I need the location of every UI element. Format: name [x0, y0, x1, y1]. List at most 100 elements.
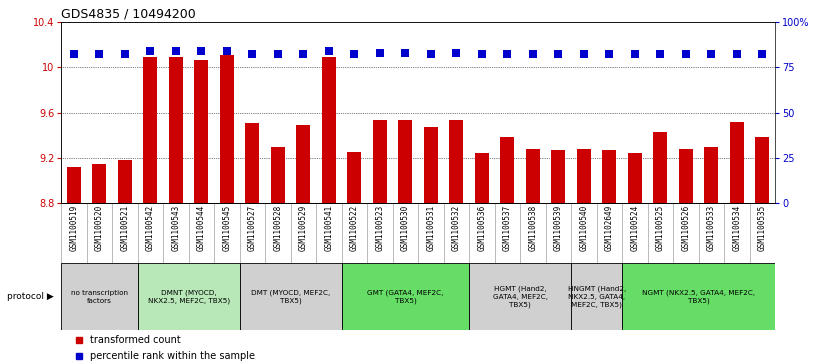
Point: [246, 52, 259, 57]
Text: GSM1100537: GSM1100537: [503, 204, 512, 251]
Bar: [67, 167, 81, 203]
Bar: [144, 57, 157, 203]
Text: GMT (GATA4, MEF2C,
TBX5): GMT (GATA4, MEF2C, TBX5): [367, 290, 444, 304]
Bar: [704, 147, 718, 203]
Bar: [424, 127, 438, 203]
Point: [322, 48, 335, 54]
Point: [348, 52, 361, 57]
Point: [399, 50, 412, 56]
Point: [603, 52, 616, 57]
Text: GSM1100539: GSM1100539: [554, 204, 563, 251]
Point: [450, 50, 463, 56]
Point: [220, 48, 233, 54]
Point: [705, 52, 718, 57]
Text: protocol ▶: protocol ▶: [7, 292, 54, 301]
Bar: [654, 132, 667, 203]
Bar: [577, 149, 591, 203]
Point: [756, 52, 769, 57]
Point: [578, 52, 591, 57]
Text: transformed count: transformed count: [90, 335, 180, 345]
Bar: [240, 263, 342, 330]
Bar: [118, 160, 132, 203]
Point: [144, 48, 157, 54]
Bar: [220, 55, 234, 203]
Bar: [322, 57, 336, 203]
Point: [476, 52, 489, 57]
Text: GSM1100523: GSM1100523: [375, 204, 384, 251]
Text: GSM1100538: GSM1100538: [529, 204, 538, 251]
Text: GSM1100542: GSM1100542: [146, 204, 155, 251]
Point: [118, 52, 131, 57]
Text: GSM1100527: GSM1100527: [248, 204, 257, 251]
Bar: [526, 149, 540, 203]
Text: GSM1100533: GSM1100533: [707, 204, 716, 251]
Bar: [246, 123, 259, 203]
Text: GSM1100535: GSM1100535: [758, 204, 767, 251]
Bar: [398, 121, 412, 203]
Point: [628, 52, 641, 57]
Bar: [679, 149, 693, 203]
Text: GSM1100534: GSM1100534: [733, 204, 742, 251]
Text: GSM1100540: GSM1100540: [579, 204, 588, 251]
Bar: [169, 57, 183, 203]
Text: GSM1100529: GSM1100529: [299, 204, 308, 251]
Text: GSM1102649: GSM1102649: [605, 204, 614, 251]
Bar: [602, 150, 616, 203]
Text: GSM1100526: GSM1100526: [681, 204, 690, 251]
Point: [526, 52, 539, 57]
Point: [272, 52, 285, 57]
Text: GSM1100543: GSM1100543: [171, 204, 180, 251]
Bar: [348, 152, 361, 203]
Text: GSM1100522: GSM1100522: [350, 204, 359, 251]
Text: GSM1100544: GSM1100544: [197, 204, 206, 251]
Text: NGMT (NKX2.5, GATA4, MEF2C,
TBX5): NGMT (NKX2.5, GATA4, MEF2C, TBX5): [642, 290, 756, 304]
Bar: [756, 138, 769, 203]
Text: HGMT (Hand2,
GATA4, MEF2C,
TBX5): HGMT (Hand2, GATA4, MEF2C, TBX5): [493, 286, 548, 308]
Bar: [373, 121, 387, 203]
Text: HNGMT (Hand2,
NKX2.5, GATA4,
MEF2C, TBX5): HNGMT (Hand2, NKX2.5, GATA4, MEF2C, TBX5…: [568, 286, 626, 308]
Text: GSM1100532: GSM1100532: [452, 204, 461, 251]
Point: [654, 52, 667, 57]
Text: GSM1100530: GSM1100530: [401, 204, 410, 251]
Bar: [92, 164, 106, 203]
Point: [195, 48, 208, 54]
Point: [424, 52, 437, 57]
Bar: [628, 154, 642, 203]
Point: [374, 50, 387, 56]
Point: [552, 52, 565, 57]
Point: [68, 52, 81, 57]
Text: GSM1100519: GSM1100519: [69, 204, 78, 251]
Text: GSM1100525: GSM1100525: [656, 204, 665, 251]
Text: GSM1100531: GSM1100531: [427, 204, 436, 251]
Bar: [469, 263, 571, 330]
Point: [730, 52, 743, 57]
Text: DMT (MYOCD, MEF2C,
TBX5): DMT (MYOCD, MEF2C, TBX5): [251, 290, 330, 304]
Bar: [571, 263, 622, 330]
Bar: [450, 121, 463, 203]
Point: [170, 48, 183, 54]
Point: [680, 52, 693, 57]
Bar: [61, 263, 138, 330]
Text: no transcription
factors: no transcription factors: [71, 290, 128, 303]
Bar: [342, 263, 469, 330]
Bar: [138, 263, 240, 330]
Bar: [552, 150, 565, 203]
Bar: [194, 60, 208, 203]
Point: [297, 52, 310, 57]
Bar: [730, 122, 744, 203]
Text: GDS4835 / 10494200: GDS4835 / 10494200: [61, 8, 196, 21]
Text: percentile rank within the sample: percentile rank within the sample: [90, 351, 255, 362]
Bar: [500, 138, 514, 203]
Bar: [475, 154, 489, 203]
Text: GSM1100541: GSM1100541: [325, 204, 334, 251]
Bar: [296, 125, 310, 203]
Text: GSM1100521: GSM1100521: [121, 204, 130, 251]
Text: GSM1100545: GSM1100545: [223, 204, 232, 251]
Point: [93, 52, 106, 57]
Bar: [271, 147, 285, 203]
Point: [501, 52, 514, 57]
Text: GSM1100528: GSM1100528: [273, 204, 282, 251]
Text: DMNT (MYOCD,
NKX2.5, MEF2C, TBX5): DMNT (MYOCD, NKX2.5, MEF2C, TBX5): [148, 290, 230, 304]
Bar: [622, 263, 775, 330]
Text: GSM1100524: GSM1100524: [631, 204, 640, 251]
